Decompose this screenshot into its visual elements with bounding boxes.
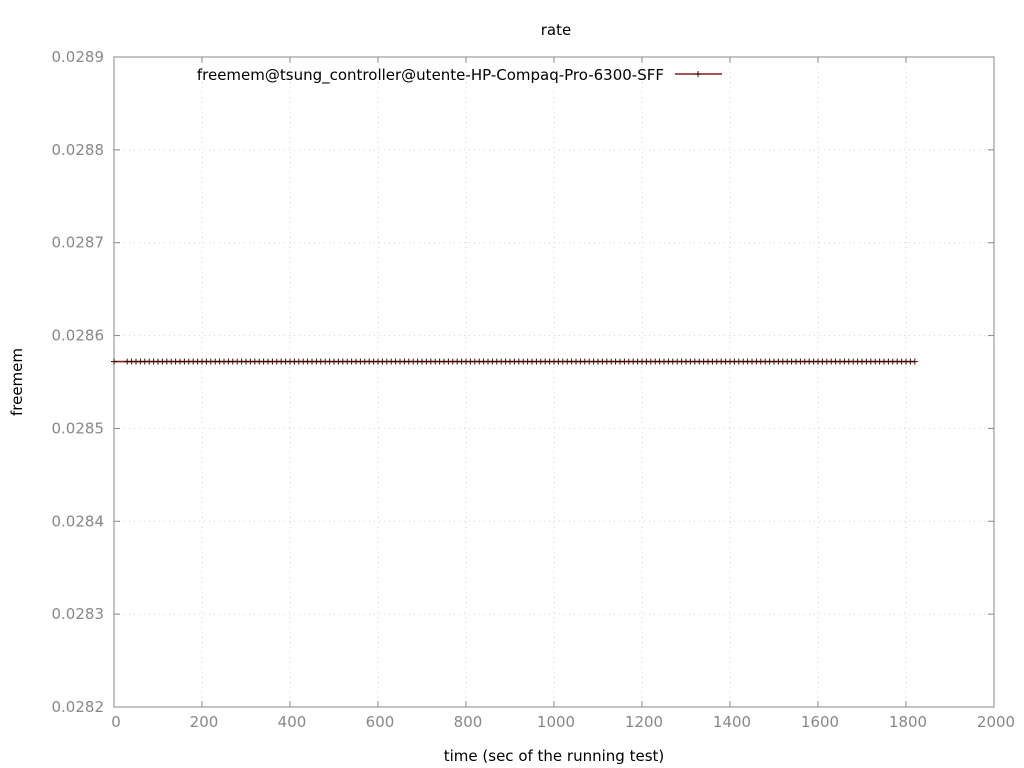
y-tick-label: 0.0287	[52, 234, 105, 252]
x-tick-label: 0	[111, 713, 121, 731]
axis-ticks: 0 200 400 600 800 1000 1200 1400 1600 1800 2000 0.0…	[52, 48, 1016, 731]
x-tick-label: 1000	[537, 713, 575, 731]
legend-marker	[695, 71, 701, 77]
series-layer	[111, 358, 918, 365]
x-tick-label: 200	[190, 713, 219, 731]
x-tick-label: 1200	[625, 713, 663, 731]
chart-title: rate	[541, 21, 571, 39]
data-point	[111, 358, 117, 365]
x-tick-label: 1800	[889, 713, 927, 731]
series-markers	[111, 358, 918, 365]
grid	[114, 57, 994, 707]
legend-marker-plus	[695, 71, 701, 77]
y-tick-label: 0.0286	[52, 327, 105, 345]
x-tick-label: 600	[366, 713, 395, 731]
x-tick-label: 1600	[801, 713, 839, 731]
y-tick-label: 0.0284	[52, 512, 105, 530]
y-tick-label: 0.0282	[52, 698, 105, 716]
x-tick-label: 2000	[977, 713, 1015, 731]
x-axis-title: time (sec of the running test)	[444, 747, 665, 765]
x-tick-label: 1400	[713, 713, 751, 731]
y-tick-label: 0.0285	[52, 419, 105, 437]
y-tick-label: 0.0289	[52, 48, 105, 66]
data-point	[911, 358, 918, 365]
x-tick-label: 400	[278, 713, 307, 731]
x-tick-label: 800	[454, 713, 483, 731]
y-tick-label: 0.0283	[52, 605, 105, 623]
legend-label: freemem@tsung_controller@utente-HP-Compa…	[197, 66, 664, 85]
y-axis-title: freemem	[8, 348, 26, 416]
y-tick-label: 0.0288	[52, 141, 105, 159]
legend: freemem@tsung_controller@utente-HP-Compa…	[197, 66, 722, 85]
